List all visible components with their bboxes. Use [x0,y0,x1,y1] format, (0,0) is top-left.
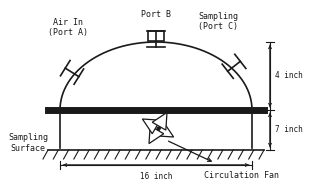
Polygon shape [143,119,160,134]
Text: 7 inch: 7 inch [275,126,303,134]
Text: Sampling
Surface: Sampling Surface [8,133,48,153]
Text: 4 inch: 4 inch [275,71,303,81]
Polygon shape [156,122,174,137]
Polygon shape [149,126,164,144]
Text: Sampling
(Port C): Sampling (Port C) [198,12,238,31]
Text: Circulation Fan: Circulation Fan [204,171,280,180]
Text: Air In
(Port A): Air In (Port A) [48,18,88,37]
Bar [148,31,164,41]
Text: 16 inch: 16 inch [140,172,172,181]
Polygon shape [152,112,167,130]
Text: Port B: Port B [141,10,171,19]
